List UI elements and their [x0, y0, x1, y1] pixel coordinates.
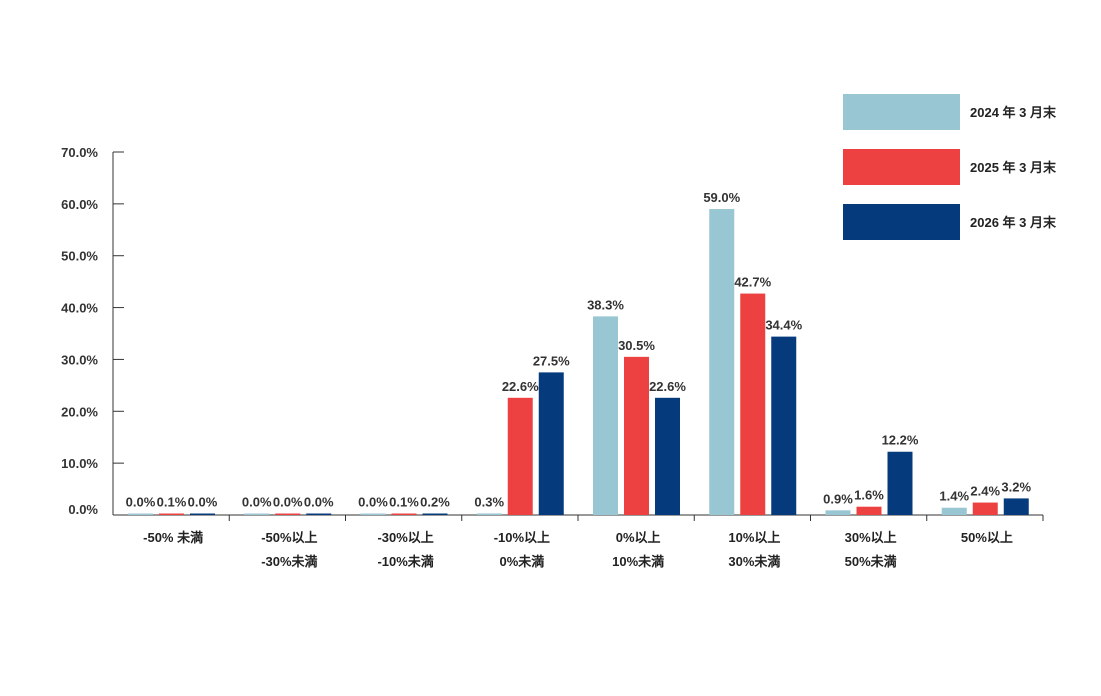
data-label: 38.3%: [587, 297, 624, 312]
data-label: 0.0%: [126, 495, 156, 510]
bars: [128, 209, 1029, 516]
bar: [1003, 498, 1029, 515]
category-label: 10%未満: [612, 554, 664, 569]
category-label: -50% 未満: [143, 530, 203, 545]
y-tick-label: 70.0%: [61, 145, 98, 160]
data-label: 27.5%: [533, 353, 570, 368]
data-label: 1.6%: [854, 488, 884, 503]
data-label: 0.1%: [157, 495, 187, 510]
bar: [655, 397, 680, 515]
y-tick-label: 60.0%: [61, 197, 98, 212]
category-label: 0%未満: [499, 554, 544, 569]
data-label: 0.0%: [188, 495, 218, 510]
bar: [244, 513, 270, 515]
data-label: 22.6%: [649, 379, 686, 394]
y-tick-label: 10.0%: [61, 456, 98, 471]
data-label: 0.9%: [823, 491, 853, 506]
data-label: 30.5%: [618, 338, 655, 353]
bar: [825, 510, 851, 515]
legend-label: 2026 年 3 月末: [970, 215, 1057, 230]
bar: [159, 513, 184, 515]
bar: [740, 293, 766, 515]
data-label: 34.4%: [765, 318, 802, 333]
bar: [887, 451, 913, 515]
category-label: 50%未満: [845, 554, 897, 569]
category-label: -30%未満: [261, 554, 317, 569]
y-tick-label: 50.0%: [61, 249, 98, 264]
data-label: 12.2%: [882, 433, 919, 448]
legend-swatch: [843, 149, 960, 185]
bar: [275, 513, 301, 515]
data-label: 3.2%: [1001, 479, 1031, 494]
data-label: 1.4%: [939, 489, 969, 504]
bar: [624, 356, 649, 515]
category-label: 50%以上: [961, 530, 1013, 545]
data-label: 59.0%: [703, 190, 740, 205]
category-label: -30%以上: [377, 530, 433, 545]
y-tick-label: 0.0%: [68, 502, 98, 517]
y-tick-label: 40.0%: [61, 301, 98, 316]
data-label: 0.0%: [242, 495, 272, 510]
data-label: 22.6%: [502, 379, 539, 394]
bar: [476, 513, 502, 515]
bar: [391, 513, 417, 515]
data-label: 0.1%: [389, 495, 419, 510]
bar: [190, 513, 215, 515]
data-label: 0.3%: [474, 494, 504, 509]
category-labels: -50% 未満 -50%以上 -30%未満 -30%以上 -10%未満 -10%以上 0%未…: [143, 530, 1013, 569]
bar: [128, 513, 153, 515]
category-label: -10%以上: [494, 530, 550, 545]
data-label: 0.2%: [420, 495, 450, 510]
data-label: 0.0%: [358, 495, 388, 510]
category-label: 10%以上: [728, 530, 780, 545]
y-axis: 0.0% 10.0% 20.0% 30.0% 40.0% 50.0% 60.0% 70.0%: [61, 145, 124, 517]
bar: [306, 513, 332, 515]
data-label: 0.0%: [273, 495, 303, 510]
x-axis: [113, 514, 1044, 521]
bar: [538, 372, 564, 515]
bar: [972, 502, 998, 515]
legend-label: 2024 年 3 月末: [970, 105, 1057, 120]
bar: [709, 209, 735, 516]
bar: [422, 513, 448, 515]
y-tick-label: 30.0%: [61, 352, 98, 367]
bar: [360, 513, 386, 515]
bar: [856, 506, 882, 515]
y-tick-label: 20.0%: [61, 404, 98, 419]
category-label: 30%未満: [728, 554, 780, 569]
legend: 2024 年 3 月末 2025 年 3 月末 2026 年 3 月末: [843, 94, 1057, 240]
legend-label: 2025 年 3 月末: [970, 160, 1057, 175]
data-label: 0.0%: [304, 495, 334, 510]
data-label: 42.7%: [734, 275, 771, 290]
legend-swatch: [843, 204, 960, 240]
bar: [941, 507, 967, 515]
bar: [771, 336, 797, 515]
data-labels: 0.0% 0.0% 0.0% 0.3%38.3%59.0%0.9% 1.4%0.1% 0.…: [126, 190, 1032, 509]
data-label: 2.4%: [970, 484, 1000, 499]
legend-swatch: [843, 94, 960, 130]
bar: [593, 316, 618, 515]
category-label: 0%以上: [616, 530, 661, 545]
category-label: -10%未満: [377, 554, 433, 569]
bar: [507, 397, 533, 515]
category-label: 30%以上: [845, 530, 897, 545]
category-label: -50%以上: [261, 530, 317, 545]
